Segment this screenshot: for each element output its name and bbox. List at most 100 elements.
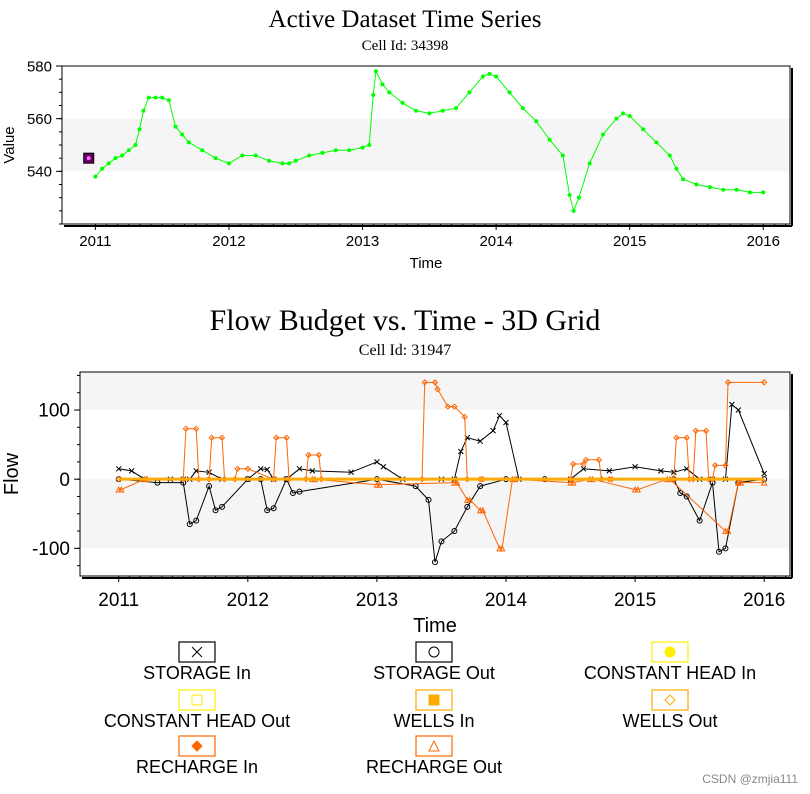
- data-point: [240, 153, 245, 158]
- data-point: [721, 187, 726, 192]
- y-tick-label: 580: [27, 58, 52, 75]
- data-point: [93, 174, 98, 179]
- data-point: [367, 143, 372, 147]
- data-point: [253, 153, 258, 158]
- data-point: [106, 161, 111, 166]
- data-point: [696, 517, 703, 524]
- data-point: [569, 479, 577, 486]
- data-point: [373, 69, 378, 74]
- x-tick-label: 2011: [79, 233, 111, 250]
- data-point: [760, 379, 768, 386]
- data-point: [735, 407, 742, 413]
- data-point: [186, 521, 193, 528]
- data-point: [534, 119, 539, 124]
- data-point: [100, 166, 105, 171]
- data-point: [226, 161, 231, 166]
- data-point: [290, 490, 296, 497]
- data-point: [466, 496, 474, 503]
- data-point: [380, 82, 385, 87]
- data-point: [380, 463, 387, 470]
- data-point: [737, 479, 745, 486]
- series-line-0: [118, 403, 765, 480]
- data-point: [371, 92, 376, 97]
- data-point: [692, 427, 699, 434]
- data-point: [438, 538, 445, 545]
- chart1-title: Active Dataset Time Series: [268, 6, 542, 33]
- x-tick-label: 2016: [743, 590, 785, 611]
- data-point: [760, 479, 768, 486]
- legend-label: RECHARGE Out: [365, 757, 503, 777]
- plot-frame: [79, 371, 791, 577]
- data-point: [641, 127, 646, 132]
- legend-label: STORAGE In: [143, 663, 251, 683]
- legend-label: WELLS In: [393, 711, 475, 731]
- legend-label: CONSTANT HEAD In: [583, 663, 757, 683]
- chart1-subtitle: Cell Id: 34398: [361, 38, 449, 54]
- data-point: [734, 187, 739, 192]
- x-tick-label: 2012: [212, 233, 245, 250]
- y-axis-label: Flow: [1, 452, 23, 495]
- data-point: [200, 148, 205, 153]
- legend-swatch: [415, 735, 453, 757]
- chart2-subtitle: Cell Id: 31947: [358, 342, 452, 359]
- data-point: [444, 403, 452, 410]
- x-tick-label: 2015: [613, 233, 646, 250]
- data-point: [133, 143, 138, 147]
- data-point: [683, 434, 690, 441]
- data-point: [387, 90, 392, 95]
- data-point: [434, 386, 441, 393]
- legend-label: WELLS Out: [622, 711, 718, 731]
- data-point: [634, 485, 641, 493]
- data-point: [244, 465, 252, 473]
- data-point: [427, 111, 432, 116]
- x-tick-label: 2013: [346, 233, 379, 250]
- data-point: [587, 161, 592, 166]
- data-point: [307, 153, 312, 158]
- data-point: [632, 463, 638, 470]
- data-point: [494, 74, 499, 79]
- data-point: [694, 182, 699, 187]
- data-point: [180, 132, 185, 137]
- data-point: [654, 140, 659, 145]
- legend-label: CONSTANT HEAD Out: [103, 711, 291, 731]
- data-point: [477, 438, 484, 445]
- data-point: [729, 401, 735, 408]
- data-point: [702, 427, 710, 434]
- data-point: [464, 503, 471, 510]
- data-point: [496, 412, 503, 419]
- data-point: [431, 379, 439, 386]
- data-point: [333, 148, 338, 153]
- x-tick-label: 2011: [98, 590, 139, 611]
- data-point: [193, 517, 200, 524]
- data-point: [507, 90, 512, 95]
- data-point: [503, 419, 509, 426]
- data-point: [451, 403, 458, 410]
- data-point: [293, 158, 298, 163]
- data-point: [454, 106, 459, 111]
- data-point: [137, 127, 142, 132]
- data-point: [257, 465, 264, 472]
- data-point: [477, 483, 484, 490]
- data-point: [569, 460, 577, 468]
- y-axis-label: Value: [1, 126, 18, 163]
- data-point: [160, 95, 165, 100]
- data-point: [213, 156, 218, 161]
- grid-band: [80, 479, 790, 549]
- data-point: [280, 161, 285, 166]
- legend-swatch: [178, 689, 216, 711]
- data-point: [141, 108, 146, 113]
- data-point: [283, 434, 290, 441]
- legend-marker-icon: [664, 646, 676, 658]
- data-point: [305, 451, 312, 459]
- data-point: [273, 434, 280, 441]
- data-point: [582, 456, 590, 464]
- data-point: [376, 481, 383, 488]
- data-point: [421, 379, 428, 386]
- data-point: [480, 74, 485, 79]
- data-point: [208, 434, 215, 441]
- data-point: [571, 208, 576, 213]
- legend-marker-icon: [664, 694, 676, 706]
- data-point: [457, 448, 464, 455]
- selected-marker-dot: [86, 156, 91, 161]
